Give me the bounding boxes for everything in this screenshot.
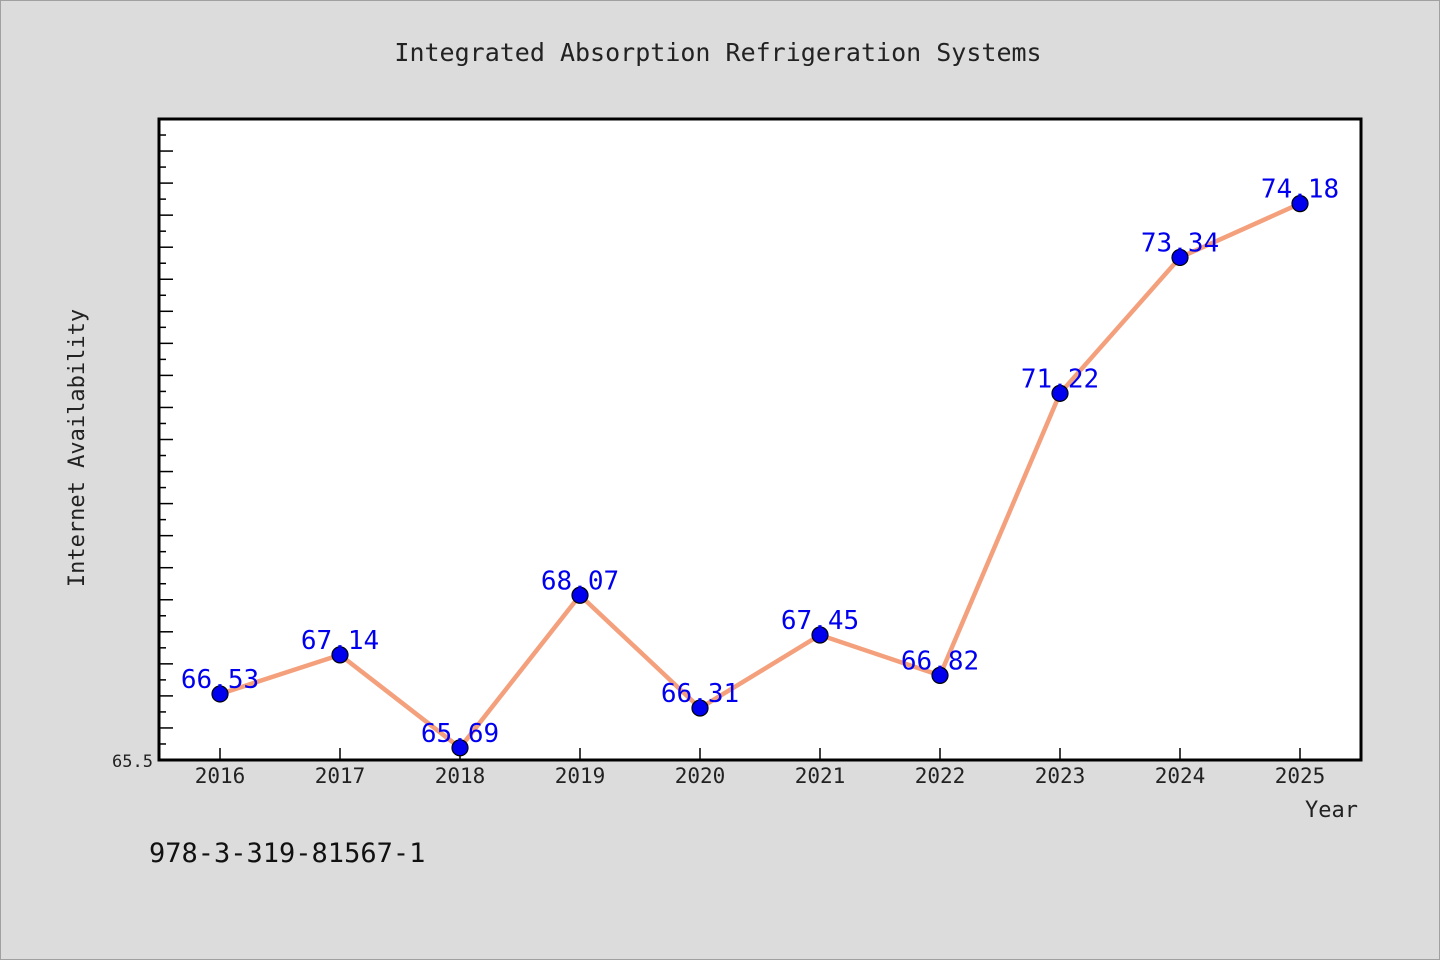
data-point (571, 586, 589, 604)
series-line (217, 201, 1303, 751)
x-tick-label: 2018 (435, 764, 486, 788)
data-label: 74.18 (1261, 175, 1339, 205)
data-point (931, 666, 949, 684)
x-tick-label: 2022 (915, 764, 966, 788)
x-tick-label: 2020 (675, 764, 726, 788)
isbn-annotation: 978-3-319-81567-1 (149, 838, 425, 869)
data-point (1291, 195, 1309, 213)
data-label: 71.22 (1021, 364, 1099, 394)
data-point (1171, 248, 1189, 267)
x-tick-label: 2025 (1275, 764, 1326, 788)
data-label: 68.07 (541, 566, 619, 596)
data-point (211, 685, 229, 703)
x-axis-tick-labels: 2016 2017 2018 2019 2020 2021 2022 2023 2024 2025 (195, 764, 1326, 788)
x-tick-label: 2021 (795, 764, 846, 788)
data-point (1051, 384, 1069, 402)
plot-area (157, 117, 1363, 762)
data-point (451, 739, 469, 757)
data-label: 66.53 (181, 665, 259, 695)
chart-title: Integrated Absorption Refrigeration Syst… (394, 38, 1041, 67)
x-tick-label: 2024 (1155, 764, 1206, 788)
x-tick-label: 2019 (555, 764, 606, 788)
x-tick-label: 2023 (1035, 764, 1086, 788)
data-label: 65.69 (421, 719, 499, 749)
y-axis-ticks (159, 134, 173, 745)
x-tick-label: 2017 (315, 764, 366, 788)
data-label: 67.14 (301, 626, 379, 656)
y-tick-label: 65.5 (112, 752, 153, 772)
data-point (331, 646, 349, 664)
x-axis-label: Year (1305, 798, 1358, 823)
data-label: 66.82 (901, 646, 979, 676)
y-axis-label: Internet Availability (65, 309, 90, 587)
series-markers (211, 195, 1309, 757)
data-label: 67.45 (781, 606, 859, 636)
data-label: 73.34 (1141, 228, 1219, 258)
data-point (691, 699, 709, 717)
data-point (811, 626, 829, 644)
x-tick-label: 2016 (195, 764, 246, 788)
data-labels: 66.53 67.14 65.69 68.07 66.31 67.45 66.82 71.22… (181, 175, 1339, 749)
data-label: 66.31 (661, 679, 739, 709)
